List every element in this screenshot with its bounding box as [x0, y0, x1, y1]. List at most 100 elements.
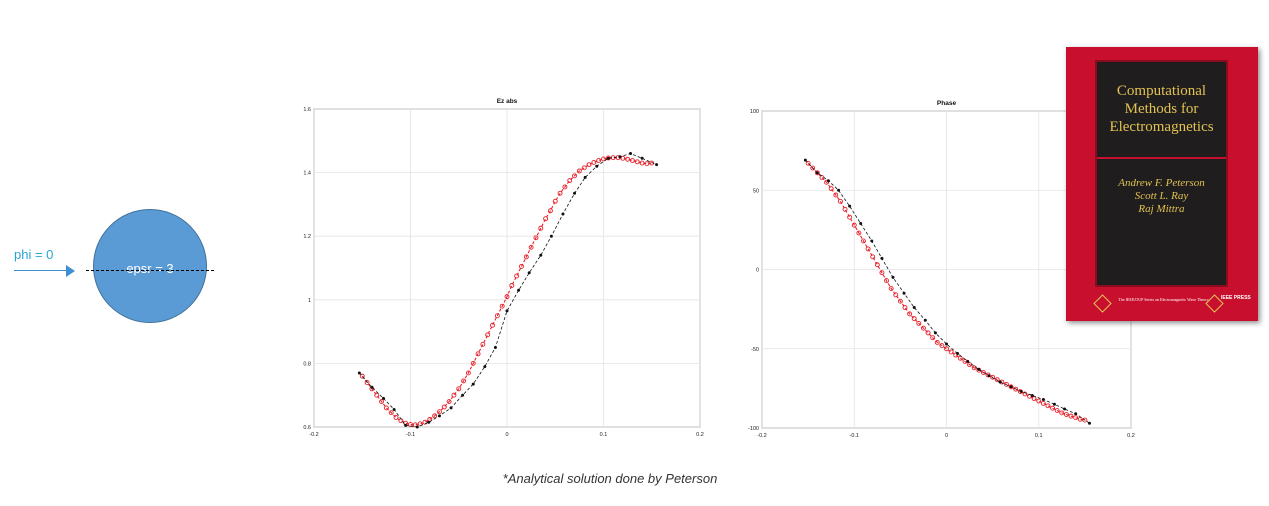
data-point-black: [461, 393, 465, 397]
data-point-red: [1054, 408, 1060, 414]
data-point-red: [814, 170, 820, 176]
data-point-red: [562, 184, 568, 190]
data-point-red: [1063, 412, 1069, 417]
data-point-red: [925, 330, 931, 336]
y-tick-label: -100: [748, 426, 759, 432]
data-point-red: [1040, 400, 1046, 406]
book-title-line: Methods for: [1124, 101, 1199, 117]
data-point-red: [422, 419, 428, 425]
data-point-red: [533, 235, 539, 241]
data-point-red: [383, 405, 389, 411]
data-point-red: [1004, 381, 1009, 387]
data-point-red: [436, 409, 442, 415]
data-point-black: [640, 156, 644, 160]
data-point-red: [552, 198, 558, 204]
data-point-black: [1052, 402, 1056, 406]
data-point-red: [944, 346, 949, 352]
x-tick-label: 0.1: [1035, 433, 1043, 439]
data-point-black: [870, 239, 874, 243]
data-point-black: [606, 156, 610, 160]
data-point-red: [470, 360, 476, 366]
data-point-black: [427, 420, 431, 424]
data-point-black: [357, 371, 361, 375]
data-point-black: [471, 382, 475, 386]
data-point-black: [803, 158, 807, 162]
y-tick-label: 1.2: [303, 234, 311, 240]
data-point-black: [573, 191, 577, 195]
data-point-red: [388, 410, 394, 416]
data-point-red: [805, 160, 811, 166]
data-point-red: [888, 286, 894, 291]
data-point-red: [461, 378, 467, 384]
y-tick-label: 0.6: [303, 425, 311, 431]
data-point-black: [891, 275, 895, 279]
series-line: [361, 157, 652, 426]
data-point-red: [907, 311, 913, 317]
data-point-red: [572, 173, 577, 179]
data-point-black: [987, 374, 991, 378]
book-publisher: IEEE PRESS: [1221, 295, 1251, 301]
data-point-red: [432, 413, 438, 419]
data-point-red: [509, 283, 515, 288]
data-point-red: [485, 332, 491, 338]
data-point-red: [557, 190, 563, 196]
data-point-red: [374, 392, 380, 398]
data-point-red: [620, 155, 626, 161]
data-point-black: [1019, 390, 1023, 394]
data-point-red: [994, 377, 1000, 383]
data-point-red: [837, 198, 843, 204]
data-point-red: [893, 292, 899, 298]
data-point-black: [655, 163, 659, 167]
x-tick-label: -0.2: [309, 432, 318, 438]
data-point-red: [948, 349, 954, 355]
data-point-red: [847, 214, 853, 220]
data-point-red: [504, 294, 510, 300]
data-point-red: [1022, 391, 1028, 397]
data-point-black: [370, 385, 374, 389]
data-point-red: [865, 246, 871, 252]
book-author: Raj Mittra: [1138, 203, 1185, 215]
data-point-red: [456, 386, 462, 392]
data-point-black: [956, 352, 960, 356]
data-point-black: [837, 188, 841, 192]
x-tick-label: 0.1: [600, 432, 608, 438]
book-title-line: Computational: [1116, 83, 1207, 99]
data-point-red: [364, 380, 370, 385]
data-point-black: [880, 256, 884, 260]
data-point-black: [1063, 407, 1067, 411]
data-point-black: [437, 414, 441, 418]
data-point-red: [494, 313, 500, 319]
data-point-red: [490, 322, 495, 328]
data-point-red: [990, 374, 996, 380]
data-point-black: [859, 222, 863, 226]
data-point-red: [1013, 386, 1019, 392]
data-point-red: [567, 178, 573, 184]
book-cover-image: Computational Methods for Electromagneti…: [1066, 47, 1258, 321]
data-point-red: [519, 263, 524, 269]
data-point-black: [493, 346, 497, 349]
data-point-black: [1087, 421, 1091, 425]
data-point-red: [639, 160, 645, 166]
data-point-red: [591, 159, 597, 165]
data-point-black: [483, 365, 487, 369]
series-line: [807, 162, 1085, 421]
data-point-red: [547, 208, 553, 214]
y-tick-label: 0: [756, 268, 759, 274]
y-tick-label: 1.4: [303, 171, 311, 177]
data-point-red: [824, 179, 830, 185]
data-point-red: [1031, 396, 1037, 402]
data-point-red: [1068, 413, 1074, 419]
data-point-red: [1050, 405, 1056, 411]
book-authors: Andrew F. Peterson Scott L. Ray Raj Mitt…: [1097, 177, 1226, 216]
data-point-black: [933, 331, 937, 335]
book-title: Computational Methods for Electromagneti…: [1097, 82, 1226, 136]
x-tick-label: 0.2: [1127, 433, 1135, 439]
data-point-red: [581, 165, 587, 171]
data-point-red: [644, 161, 650, 167]
book-ribbon: [1097, 157, 1226, 159]
data-point-black: [539, 253, 543, 257]
data-point-red: [842, 206, 848, 212]
data-point-red: [1082, 417, 1088, 423]
x-tick-label: -0.1: [850, 433, 859, 439]
y-tick-label: -50: [751, 347, 759, 353]
